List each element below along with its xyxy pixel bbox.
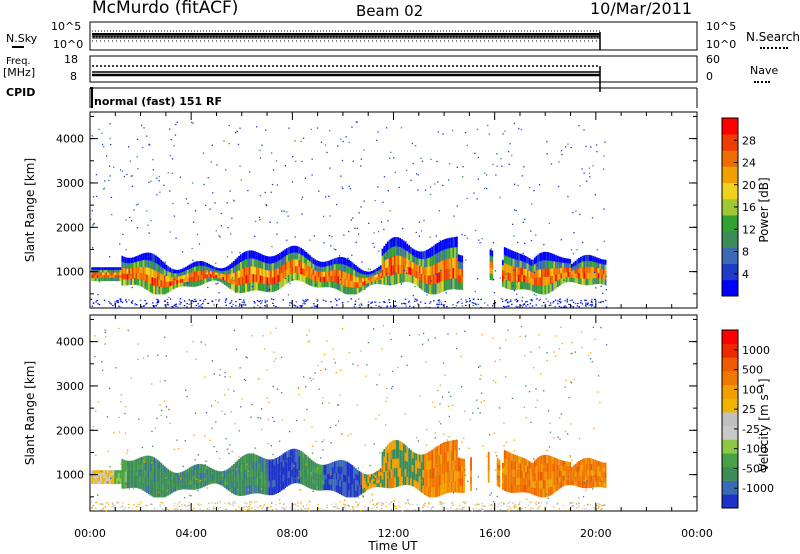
velocity-panel: 1000 2000 3000 4000 00:00 04:00 08:00 12:00 16:0… [56,314,713,540]
colorbar-tick-label: 20 [742,179,756,192]
power-axes: 1000 2000 3000 4000 [56,112,698,308]
power-scatter [90,121,608,309]
y-tick-label: 3000 [56,380,84,393]
y-tick-label: 4000 [56,133,84,146]
colorbar-tick-label: 16 [742,201,756,214]
y-tick-label: 1000 [56,469,84,482]
nave-dots-marker [754,81,770,83]
velocity-scatter [90,324,608,512]
colorbar-swatch [722,398,738,413]
colorbar-tick-label: 4 [742,268,749,281]
colorbar-swatch [722,453,738,468]
colorbar-swatch [722,343,738,358]
y-tick-label: 1000 [56,266,84,279]
colorbar-swatch [722,330,738,344]
nsearch-label: N.Search [746,30,800,44]
colorbar-swatch [722,215,738,232]
freq-unit: [MHz] [3,66,36,79]
y-tick-label: 4000 [56,336,84,349]
power-colorbar-label: Power [dB] [757,177,771,242]
x-tick-label: 04:00 [175,527,207,540]
colorbar-tick-label: 12 [742,223,756,236]
nsky-label: N.Sky [6,32,38,45]
nsearch-tick-high: 10^5 [706,20,737,33]
colorbar-swatch [722,166,738,184]
cpid-label: CPID [6,86,36,99]
freq-tick-high: 18 [64,53,78,66]
colorbar-tick-label: 24 [742,157,756,170]
colorbar-swatch [722,412,738,427]
colorbar-swatch [722,494,738,509]
power-data [91,236,607,295]
colorbar-tick-label: -500 [742,462,767,475]
nsky-line-marker [12,46,24,48]
date-title: 10/Mar/2011 [590,0,693,18]
colorbar-tick-label: -100 [742,443,767,456]
colorbar-swatch [722,182,738,200]
velocity-colorbar: 1000 500 100 25 -25 -100 -500 -1000 [721,329,774,509]
colorbar-swatch [722,439,738,454]
velocity-colorbar-label: Velocity [m s⁻¹] [757,378,771,471]
colorbar-swatch [722,466,738,481]
colorbar-swatch [722,480,738,495]
freq-panel [89,55,698,83]
velocity-data [91,439,607,498]
y-tick-label: 2000 [56,221,84,234]
freq-tick-low: 8 [70,70,77,83]
colorbar-swatch [722,150,738,167]
x-tick-label: 16:00 [479,527,511,540]
colorbar-tick-label: 1000 [742,344,770,357]
colorbar-swatch [722,371,738,386]
power-colorbar: 28 24 20 16 12 8 4 [721,117,756,297]
colorbar-tick-label: 500 [742,364,763,377]
beam-title: Beam 02 [356,2,424,20]
colorbar-swatch [722,357,738,372]
nave-label: Nave [750,64,779,77]
colorbar-swatch [722,231,738,248]
colorbar-swatch [722,263,738,281]
x-axis-label: Time UT [367,539,418,553]
x-tick-label: 20:00 [580,527,612,540]
cpid-value: normal (fast) 151 RF [94,95,222,108]
velocity-axes: 1000 2000 3000 4000 00:00 04:00 08:00 12:00 16:0… [56,315,713,540]
x-tick-label: 12:00 [378,527,410,540]
nsky-tick-high: 10^5 [51,20,82,33]
velocity-ylabel: Slant Range [km] [23,361,37,465]
colorbar-swatch [722,134,738,151]
colorbar-tick-label: 100 [742,383,763,396]
y-tick-label: 2000 [56,424,84,437]
colorbar-swatch [722,425,738,440]
colorbar-swatch [722,279,738,297]
nsearch-dots-marker [760,47,788,49]
colorbar-tick-label: -1000 [742,482,774,495]
colorbar-tick-label: 8 [742,246,749,259]
colorbar-tick-label: -25 [742,423,760,436]
y-tick-label: 3000 [56,177,84,190]
x-tick-label: 00:00 [681,527,713,540]
nave-tick-high: 60 [706,53,720,66]
nsky-tick-low: 10^0 [53,38,84,51]
cpid-panel [89,82,698,108]
colorbar-swatch [722,198,738,216]
colorbar-swatch [722,247,738,264]
x-tick-label: 08:00 [276,527,308,540]
freq-label: Freq. [6,56,31,67]
power-panel: 1000 2000 3000 4000 [56,111,698,309]
nsky-panel [89,21,698,51]
power-ylabel: Slant Range [km] [23,158,37,262]
colorbar-swatch [722,118,738,135]
nave-tick-low: 0 [706,70,713,83]
colorbar-tick-label: 25 [742,403,756,416]
nsearch-tick-low: 10^0 [706,38,737,51]
colorbar-tick-label: 28 [742,134,756,147]
station-title: McMurdo (fitACF) [92,0,239,18]
x-tick-label: 00:00 [74,527,106,540]
colorbar-swatch [722,384,738,399]
